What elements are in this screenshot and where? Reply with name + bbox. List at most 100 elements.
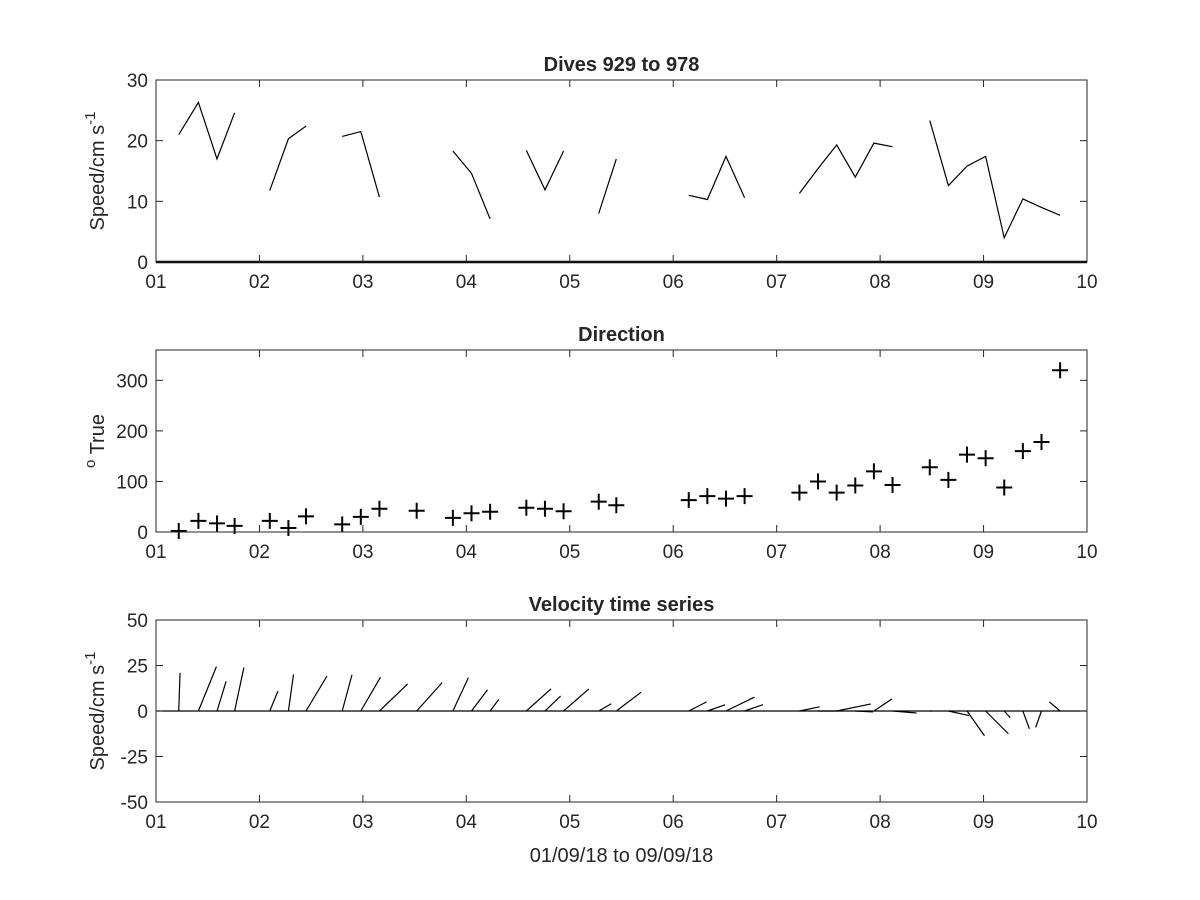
direction-point [1052,362,1069,379]
direction-y-axis-label-sup: o [82,460,99,468]
direction-axes-frame [155,349,1088,533]
direction-point [590,493,607,510]
velocity-stick [855,710,873,713]
velocity-y-tick-label: -25 [121,748,148,769]
speed-y-axis-label-main: Speed/cm s [87,125,109,231]
velocity-x-tick-label: 10 [1076,812,1097,833]
speed-y-tick-label: 20 [127,132,148,153]
velocity-x-tick-label: 07 [766,812,787,833]
direction-point [297,508,314,525]
velocity-stick [379,683,409,712]
velocity-stick [892,710,917,714]
speed-x-tick-label: 04 [456,272,478,293]
speed-x-tick-label: 09 [973,272,994,293]
direction-x-tick-label: 08 [870,542,891,563]
speed-x-tick-label: 06 [663,272,684,293]
direction-point [884,476,901,493]
direction-x-tick-label: 01 [145,542,166,563]
velocity-x-tick-label: 09 [973,812,994,833]
direction-x-tick-label: 05 [559,542,580,563]
speed-series-segment [798,142,893,194]
velocity-stick [707,704,726,712]
direction-point [699,488,716,505]
speed-series-segment [269,125,307,191]
velocity-axis-ticks: 01 02 03 04 05 06 07 08 09 10 -50 -25 0 25 50 [121,611,1098,833]
speed-y-tick-label: 30 [127,71,148,92]
velocity-stick [873,698,893,712]
speed-y-axis-label-sup: -1 [82,112,99,125]
direction-y-tick-label: 100 [116,472,148,493]
direction-point [608,497,625,514]
direction-point [226,517,243,534]
direction-point [680,492,697,509]
direction-point [921,459,938,476]
speed-panel-title: Dives 929 to 978 [544,54,700,76]
direction-point [482,503,499,520]
velocity-stick [1003,710,1011,719]
velocity-stick [948,710,970,717]
velocity-x-tick-label: 04 [456,812,478,833]
velocity-stick [305,675,328,712]
velocity-panel-title: Velocity time series [529,594,715,616]
velocity-stick [985,710,1009,735]
velocity-stick [525,688,552,712]
velocity-stick [234,667,245,712]
velocity-stick [197,666,217,712]
direction-point [865,463,882,480]
velocity-stick [178,672,181,712]
velocity-stick [287,674,295,712]
speed-panel: 01 02 03 04 05 06 07 08 09 10 0 10 20 30 Dives 929 to… [82,54,1098,293]
direction-x-tick-label: 07 [766,542,787,563]
velocity-stick [452,677,469,712]
direction-point [791,484,808,501]
velocity-plot-marks [156,666,1087,737]
direction-point [847,477,864,494]
velocity-stick [216,681,227,712]
velocity-y-tick-label: -50 [121,793,148,814]
speed-axis-ticks: 01 02 03 04 05 06 07 08 09 10 0 10 20 30 [127,71,1098,293]
direction-point [334,516,351,533]
direction-point [736,488,753,505]
speed-x-tick-label: 05 [559,272,580,293]
velocity-x-tick-label: 08 [870,812,891,833]
direction-point [352,508,369,525]
velocity-stick [966,710,985,737]
direction-x-tick-label: 10 [1076,542,1097,563]
speed-y-axis-label: Speed/cm s-1 [82,112,109,231]
speed-series-segment [929,120,1061,240]
direction-point [371,500,388,517]
velocity-stick [341,674,353,712]
velocity-stick [1048,701,1061,712]
direction-point [1033,434,1050,451]
direction-y-axis-label-main: True [87,414,109,460]
direction-point [996,479,1013,496]
direction-point [717,490,734,507]
velocity-panel: 01 02 03 04 05 06 07 08 09 10 -50 -25 0 25 50 Velocity… [82,594,1098,867]
velocity-stick [836,703,872,712]
velocity-y-tick-label: 50 [127,611,148,632]
direction-point [408,502,425,519]
speed-x-tick-label: 08 [870,272,891,293]
direction-point [518,499,535,516]
direction-point [810,473,827,490]
velocity-y-axis-label-sup: -1 [82,652,99,665]
velocity-stick [1035,710,1043,728]
speed-series-segment [452,150,491,220]
velocity-stick [598,703,612,712]
velocity-stick [360,676,381,712]
velocity-stick [563,688,590,712]
direction-point [555,503,572,520]
direction-x-tick-label: 09 [973,542,994,563]
direction-point [959,446,976,463]
direction-point [280,519,297,536]
direction-y-tick-label: 0 [137,523,148,544]
direction-point [536,500,553,517]
speed-series-segment [178,100,236,161]
velocity-stick [489,699,500,712]
velocity-stick [269,690,279,712]
speed-x-tick-label: 10 [1076,272,1097,293]
speed-series-segment [342,130,380,198]
speed-x-tick-label: 02 [249,272,270,293]
